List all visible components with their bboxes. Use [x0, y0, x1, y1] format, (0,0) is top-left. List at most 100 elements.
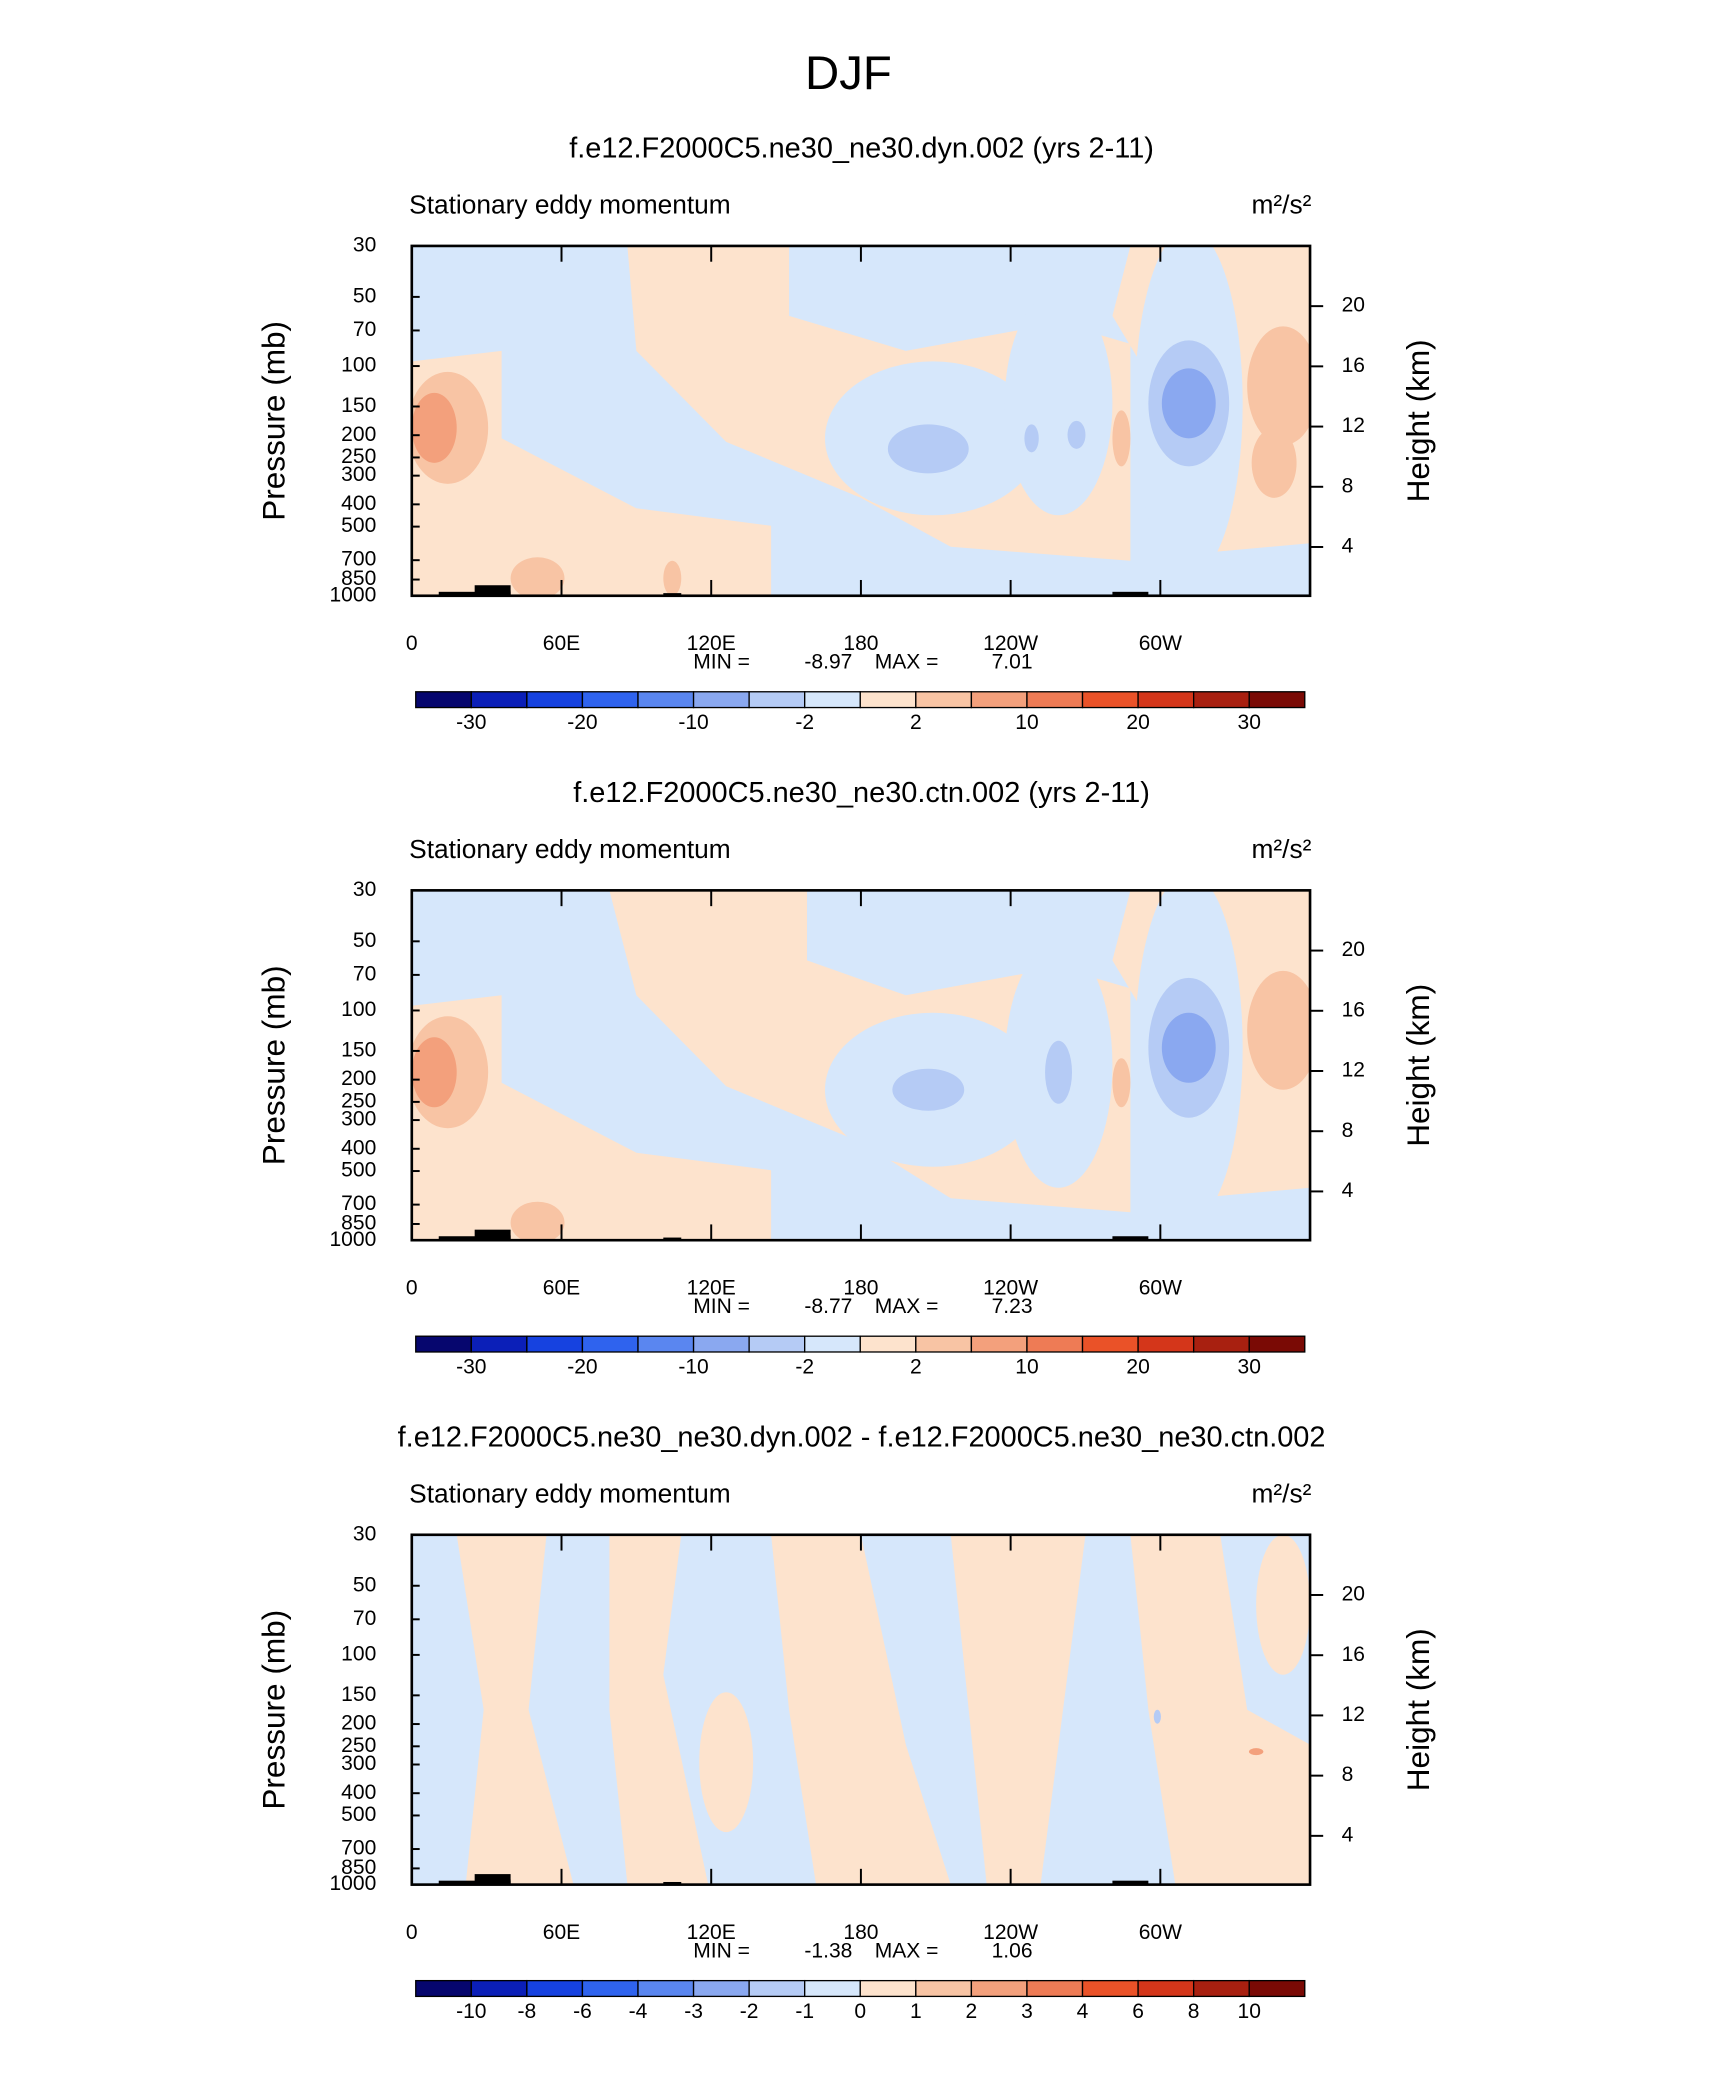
colorbar-label: -6	[573, 2000, 592, 2023]
contour-fill	[1067, 420, 1086, 449]
y-tick-label: 150	[341, 1038, 376, 1061]
y-tick-label: 150	[341, 1683, 376, 1706]
y-tick-label: 70	[353, 318, 376, 341]
colorbar-box	[804, 1335, 861, 1353]
y2-axis-label: Height (km)	[1400, 984, 1436, 1147]
y-tick-label: 400	[341, 1781, 376, 1804]
y-tick-label: 400	[341, 492, 376, 515]
x-tick-label: 120W	[983, 1921, 1038, 1944]
colorbar-box	[1192, 1335, 1250, 1353]
colorbar-box	[748, 1979, 806, 1998]
colorbar-label: 0	[854, 2000, 866, 2023]
y-tick-label: 100	[341, 354, 376, 377]
panel-title: f.e12.F2000C5.ne30_ne30.dyn.002 (yrs 2-1…	[569, 133, 1154, 165]
x-tick-label: 60E	[543, 632, 580, 655]
colorbar-label: 30	[1238, 1355, 1261, 1378]
contour-fill	[1112, 410, 1131, 467]
colorbar-box	[859, 1979, 917, 1998]
min-label: MIN =	[693, 1939, 750, 1962]
y2-tick-label: 8	[1342, 1119, 1354, 1142]
subtitle-left: Stationary eddy momentum	[409, 1478, 731, 1508]
panel-title: f.e12.F2000C5.ne30_ne30.ctn.002 (yrs 2-1…	[573, 777, 1150, 809]
colorbar-box	[415, 1335, 472, 1353]
colorbar-box	[1026, 691, 1084, 709]
contour-fill	[1045, 1040, 1073, 1104]
colorbar-box	[748, 691, 806, 709]
colorbar-box	[470, 1335, 528, 1353]
colorbar-label: -4	[629, 2000, 648, 2023]
colorbar-label: -30	[456, 1355, 486, 1378]
topography	[1112, 1236, 1149, 1241]
x-tick-label: 180	[843, 1921, 878, 1944]
contour-fill	[892, 1068, 965, 1111]
y-tick-label: 300	[341, 1108, 376, 1131]
x-tick-label: 60E	[543, 1921, 580, 1944]
contour-fill	[1247, 970, 1311, 1090]
y-axis-label: Pressure (mb)	[256, 965, 292, 1165]
colorbar-label: 10	[1015, 711, 1038, 734]
colorbar-box	[1081, 1979, 1139, 1998]
colorbar-box	[692, 1979, 750, 1998]
panel: f.e12.F2000C5.ne30_ne30.dyn.002 - f.e12.…	[256, 1421, 1436, 2022]
y-tick-label: 400	[341, 1136, 376, 1159]
x-tick-label: 120E	[687, 1921, 736, 1944]
y2-tick-label: 12	[1342, 1059, 1365, 1082]
colorbar-label: -8	[518, 2000, 537, 2023]
topography	[501, 1879, 511, 1885]
y-tick-label: 700	[341, 548, 376, 571]
colorbar-box	[1026, 1979, 1084, 1998]
contour-fill	[609, 1534, 709, 1885]
colorbar-label: 30	[1238, 711, 1261, 734]
colorbar-box	[1137, 1335, 1195, 1353]
min-value: -8.77	[804, 1295, 852, 1318]
x-tick-label: 60W	[1139, 1276, 1182, 1299]
colorbar-box	[692, 1335, 750, 1353]
y-tick-label: 50	[353, 929, 376, 952]
max-label: MAX =	[875, 1295, 939, 1318]
y-tick-label: 1000	[329, 583, 376, 606]
y2-tick-label: 16	[1342, 1643, 1365, 1666]
colorbar-box	[581, 1335, 639, 1353]
colorbar-box	[526, 1979, 584, 1998]
x-tick-label: 180	[843, 632, 878, 655]
y-tick-label: 500	[341, 1803, 376, 1826]
contour-fill	[411, 1037, 457, 1108]
min-value: -8.97	[804, 650, 852, 673]
colorbar-box	[637, 691, 695, 709]
y2-tick-label: 16	[1342, 354, 1365, 377]
contour-fill	[1161, 1012, 1216, 1083]
contour-fill	[887, 424, 969, 474]
y-tick-label: 700	[341, 1837, 376, 1860]
contour-fill	[456, 1534, 574, 1885]
y-tick-label: 500	[341, 514, 376, 537]
colorbar-label: -30	[456, 711, 486, 734]
y2-axis-label: Height (km)	[1400, 339, 1436, 502]
contour-fill	[699, 1692, 754, 1833]
min-label: MIN =	[693, 1295, 750, 1318]
x-tick-label: 120W	[983, 632, 1038, 655]
topography	[1112, 591, 1149, 596]
colorbar-box	[637, 1335, 695, 1353]
contour-fill	[663, 560, 682, 596]
colorbar-box	[915, 1979, 973, 1998]
contour-field	[411, 890, 1311, 1241]
contour-fill	[1256, 1534, 1311, 1675]
colorbar-box	[415, 1979, 472, 1998]
figure-title: DJF	[805, 47, 892, 100]
colorbar-box	[526, 1335, 584, 1353]
y-tick-label: 100	[341, 1642, 376, 1665]
contour-fill	[1248, 1748, 1264, 1756]
colorbar-box	[581, 1979, 639, 1998]
y2-tick-label: 16	[1342, 998, 1365, 1021]
subtitle-right: m²/s²	[1251, 834, 1311, 864]
colorbar-box	[1137, 1979, 1195, 1998]
colorbar-box	[1248, 691, 1306, 709]
colorbar-box	[692, 691, 750, 709]
min-value: -1.38	[804, 1939, 852, 1962]
x-tick-label: 120E	[687, 632, 736, 655]
x-tick-label: 120W	[983, 1276, 1038, 1299]
y-tick-label: 200	[341, 1712, 376, 1735]
colorbar-box	[1248, 1979, 1306, 1998]
x-tick-label: 60W	[1139, 1921, 1182, 1944]
